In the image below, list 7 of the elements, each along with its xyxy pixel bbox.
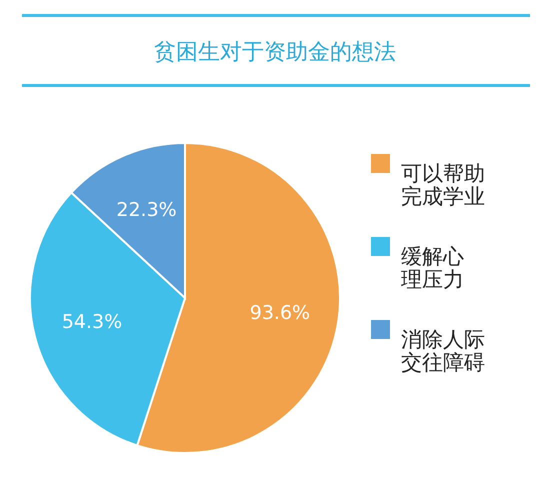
legend-label: 缓解心理压力: [401, 244, 464, 292]
chart-title: 贫困生对于资助金的想法: [154, 40, 396, 65]
legend-label: 消除人际交往障碍: [401, 328, 485, 374]
data-label: 22.3%: [116, 198, 177, 221]
legend-label: 可以帮助完成学业: [401, 162, 485, 208]
data-label: 93.6%: [250, 302, 310, 324]
data-label: 54.3%: [62, 311, 122, 334]
